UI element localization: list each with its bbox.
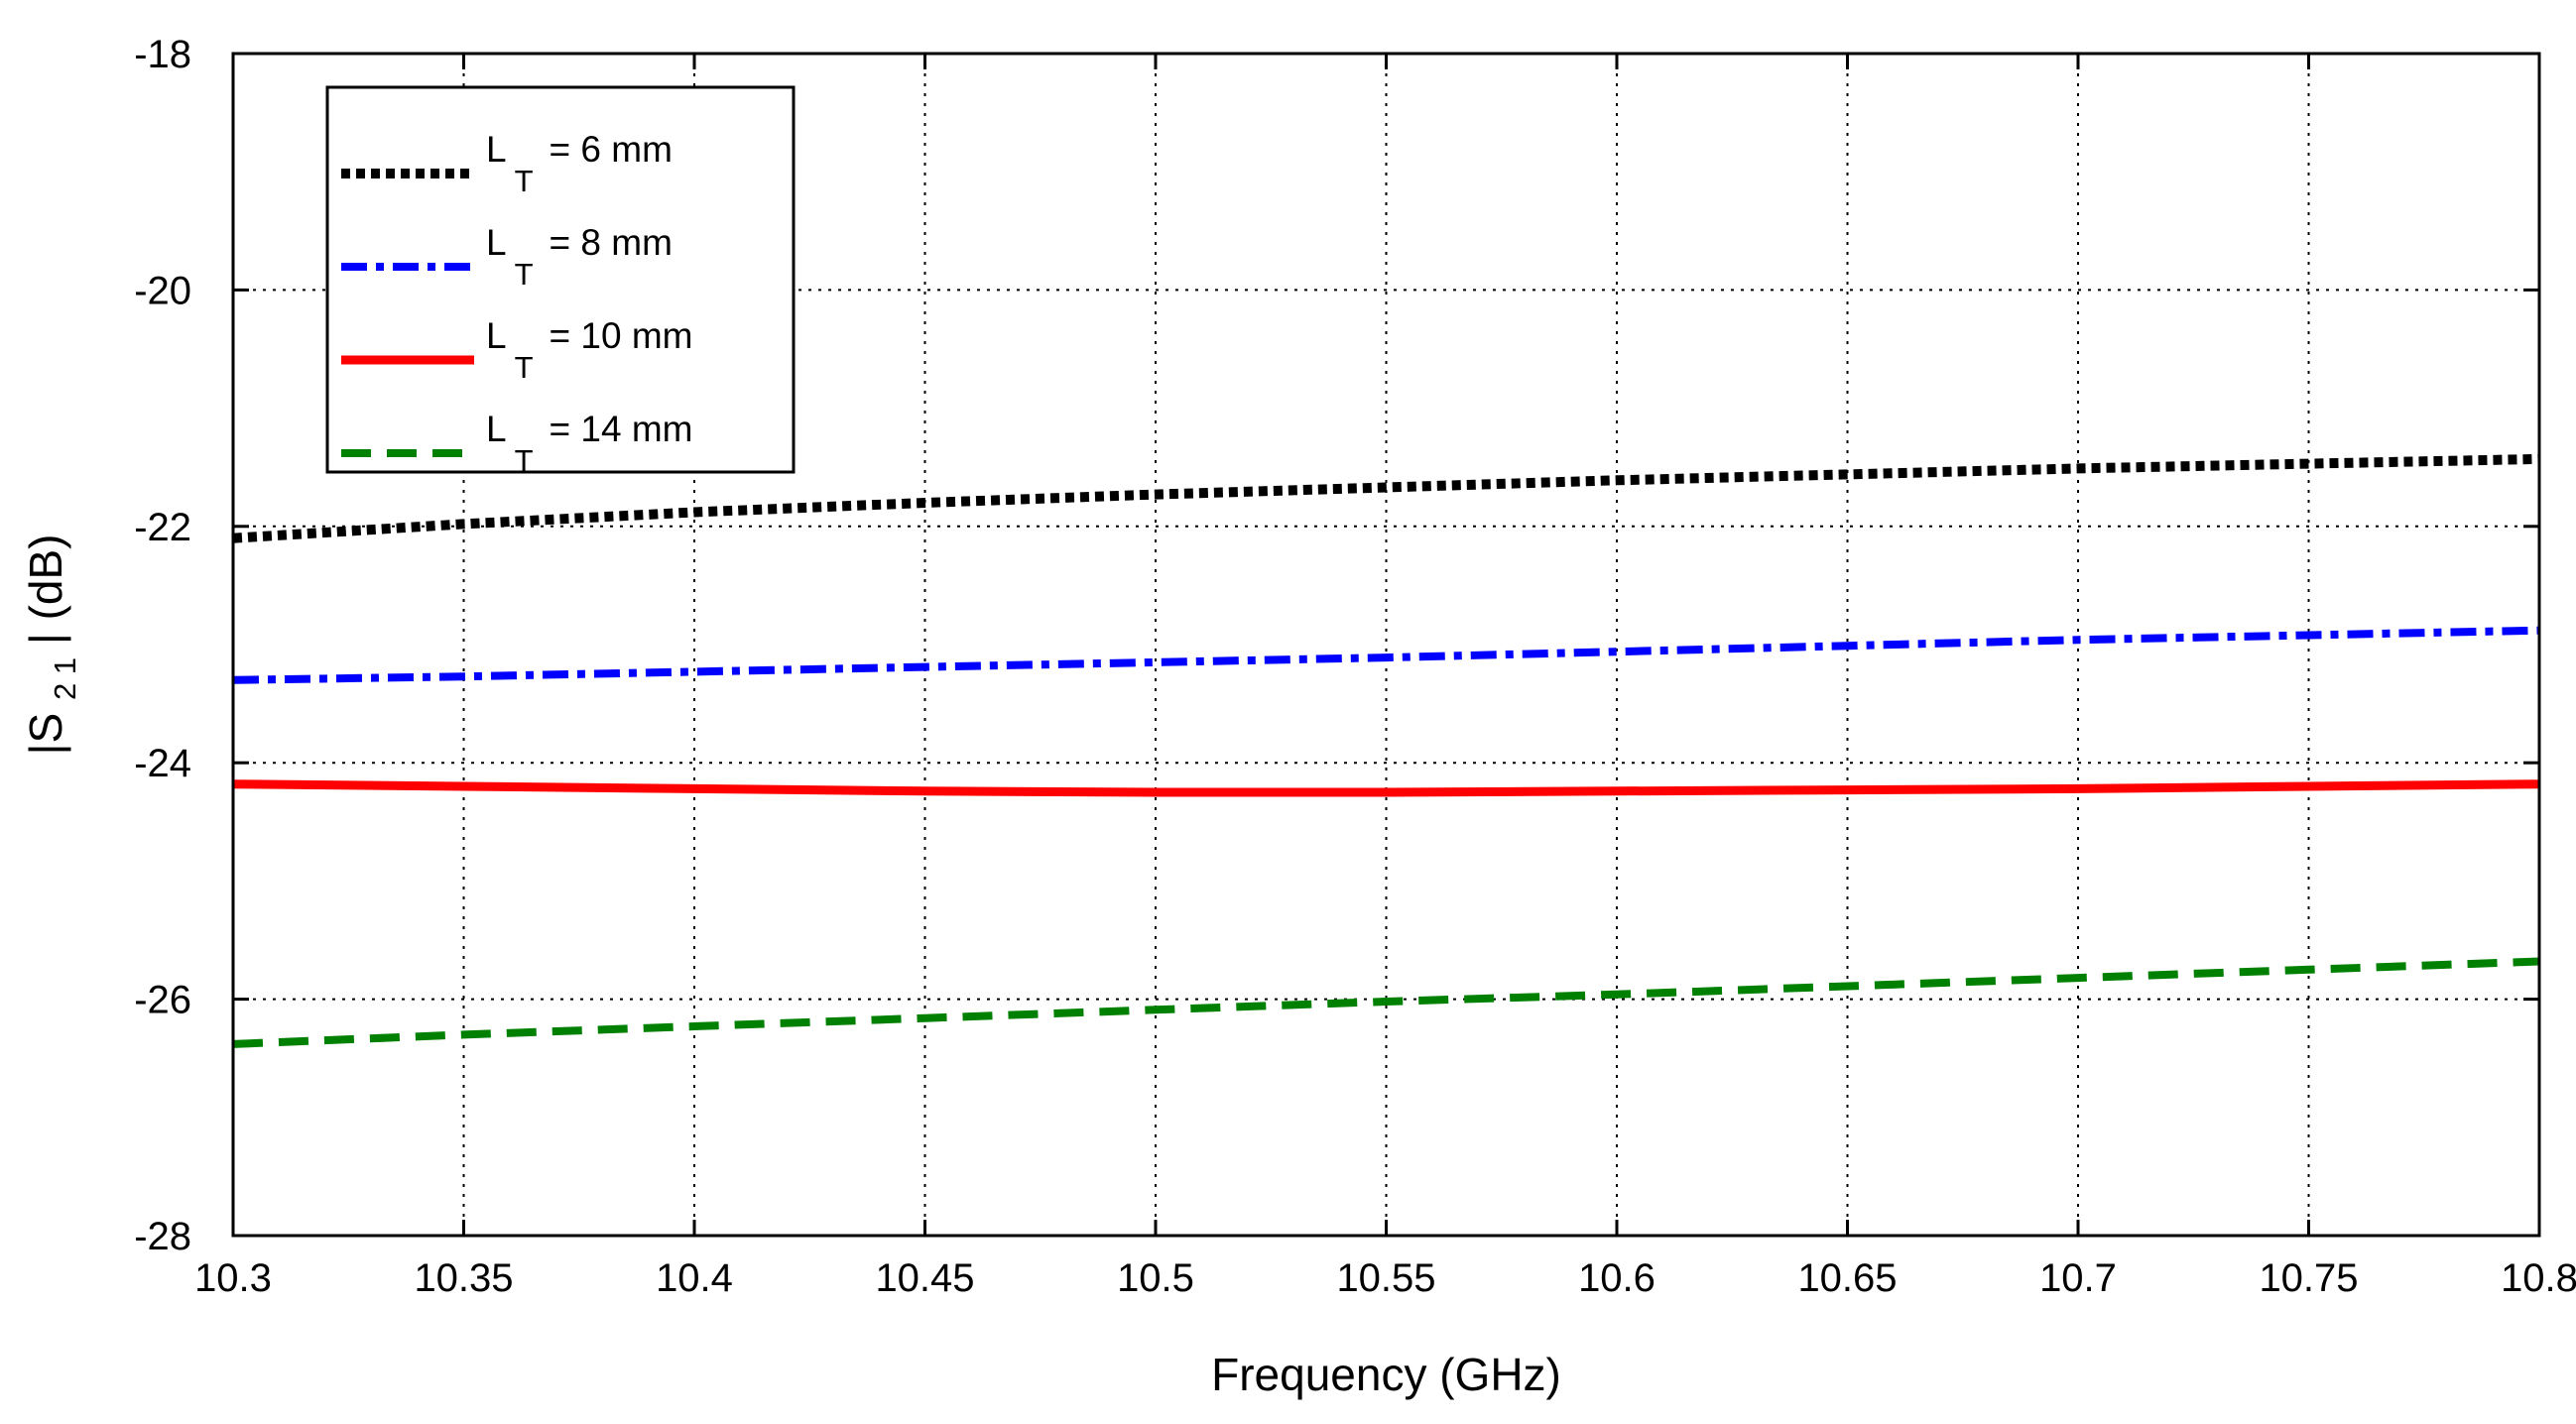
- x-tick-label: 10.35: [414, 1256, 513, 1300]
- x-tick-label: 10.3: [194, 1256, 272, 1300]
- x-tick-label: 10.4: [656, 1256, 733, 1300]
- x-tick-label: 10.55: [1336, 1256, 1435, 1300]
- y-tick-label: -20: [134, 269, 191, 312]
- legend-label-main: L: [486, 222, 507, 263]
- x-tick-label: 10.45: [875, 1256, 974, 1300]
- legend-label-main: L: [486, 129, 507, 170]
- y-axis-title-suffix: | (dB): [20, 534, 71, 646]
- x-tick-label: 10.65: [1797, 1256, 1897, 1300]
- x-tick-label: 10.8: [2501, 1256, 2576, 1300]
- legend-label-3: LT = 10 mm: [486, 315, 692, 385]
- legend-label-2: LT = 8 mm: [486, 222, 673, 292]
- legend-label-subscript: T: [515, 164, 534, 198]
- x-tick-label: 10.6: [1578, 1256, 1656, 1300]
- legend-label-value: = 8 mm: [550, 222, 673, 263]
- y-tick-label: -24: [134, 742, 191, 785]
- y-tick-label: -18: [134, 33, 191, 76]
- legend-label-main: L: [486, 315, 507, 356]
- y-axis-ticks: -18 -20 -22 -24 -26 -28: [134, 33, 2539, 1258]
- legend-box: [325, 85, 796, 474]
- y-axis-title-subscript: 2 1: [48, 657, 82, 700]
- y-axis-title: |S 2 1 | (dB): [20, 534, 85, 756]
- legend-label-subscript: T: [515, 257, 534, 292]
- legend-label-main: L: [486, 409, 507, 449]
- series-line-3: [232, 779, 2540, 797]
- y-tick-label: -22: [134, 506, 191, 549]
- series-layer: [232, 453, 2540, 1048]
- legend-label-subscript: T: [515, 443, 534, 478]
- x-axis-title: Frequency (GHz): [1211, 1349, 1561, 1400]
- x-tick-label: 10.75: [2259, 1256, 2358, 1300]
- y-tick-label: -26: [134, 979, 191, 1022]
- legend-label-value: = 14 mm: [550, 409, 693, 449]
- y-axis-title-prefix: |S: [20, 713, 71, 756]
- x-tick-label: 10.5: [1117, 1256, 1194, 1300]
- legend-label-value: = 10 mm: [550, 315, 693, 356]
- series-line-1: [232, 453, 2540, 543]
- x-tick-label: 10.7: [2039, 1256, 2117, 1300]
- series-line-4: [232, 957, 2540, 1048]
- legend-label-subscript: T: [515, 350, 534, 385]
- legend-label-value: = 6 mm: [550, 129, 673, 170]
- x-axis-ticks: 10.3 10.35 10.4 10.45 10.5 10.55 10.6 10.65 10.7…: [194, 54, 2576, 1300]
- y-tick-label: -28: [134, 1215, 191, 1258]
- legend-label-4: LT = 14 mm: [486, 409, 692, 478]
- series-line-2: [232, 626, 2540, 684]
- legend-label-1: LT = 6 mm: [486, 129, 673, 198]
